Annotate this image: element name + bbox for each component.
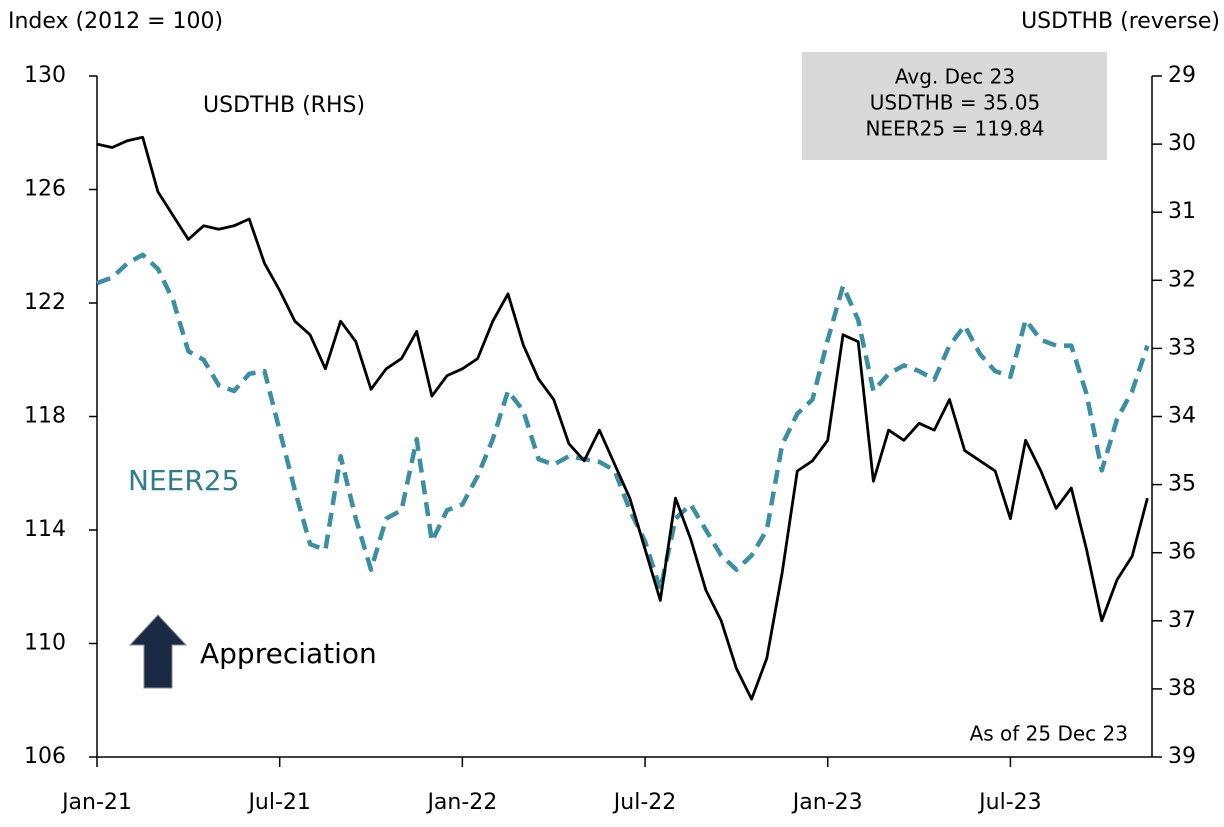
- series-line: [96, 135, 1149, 701]
- y2-tick-label: 29: [1168, 63, 1196, 88]
- left-axis-title: Index (2012 = 100): [8, 9, 223, 34]
- y2-tick-label: 33: [1168, 335, 1196, 360]
- y2-tick-label: 31: [1168, 199, 1196, 224]
- series-label: NEER25: [128, 464, 239, 497]
- y-tick-label: 118: [24, 404, 66, 429]
- x-tick-label: Jul-22: [612, 790, 676, 815]
- y-tick-label: 126: [24, 177, 66, 202]
- y2-tick-label: 39: [1168, 744, 1196, 769]
- x-tick-label: Jan-23: [791, 790, 863, 815]
- x-tick-label: Jan-22: [425, 790, 497, 815]
- note: As of 25 Dec 23: [970, 722, 1128, 746]
- right-axis-title: USDTHB (reverse): [1021, 9, 1220, 34]
- x-tick-label: Jul-21: [246, 790, 310, 815]
- y-tick-label: 122: [24, 290, 66, 315]
- series-line: [96, 252, 1150, 592]
- y2-tick-label: 35: [1168, 472, 1196, 497]
- y2-tick-label: 34: [1168, 404, 1196, 429]
- x-tick-label: Jul-23: [977, 790, 1041, 815]
- box-line: NEER25 = 119.84: [865, 117, 1044, 141]
- y2-tick-label: 32: [1168, 267, 1196, 292]
- arrow-label: Appreciation: [200, 637, 377, 670]
- box-line: USDTHB = 35.05: [870, 91, 1040, 115]
- y2-tick-label: 30: [1168, 131, 1196, 156]
- series-label: USDTHB (RHS): [203, 93, 365, 118]
- y-tick-label: 130: [24, 63, 66, 88]
- y-tick-label: 114: [24, 517, 66, 542]
- y-tick-label: 106: [24, 744, 66, 769]
- arrow: [128, 614, 188, 689]
- y2-tick-label: 37: [1168, 608, 1196, 633]
- y-tick-label: 110: [24, 631, 66, 656]
- x-tick-label: Jan-21: [60, 790, 132, 815]
- y2-tick-label: 36: [1168, 540, 1196, 565]
- y2-tick-label: 38: [1168, 676, 1196, 701]
- info-box: [802, 52, 1107, 160]
- box-line: Avg. Dec 23: [895, 65, 1015, 89]
